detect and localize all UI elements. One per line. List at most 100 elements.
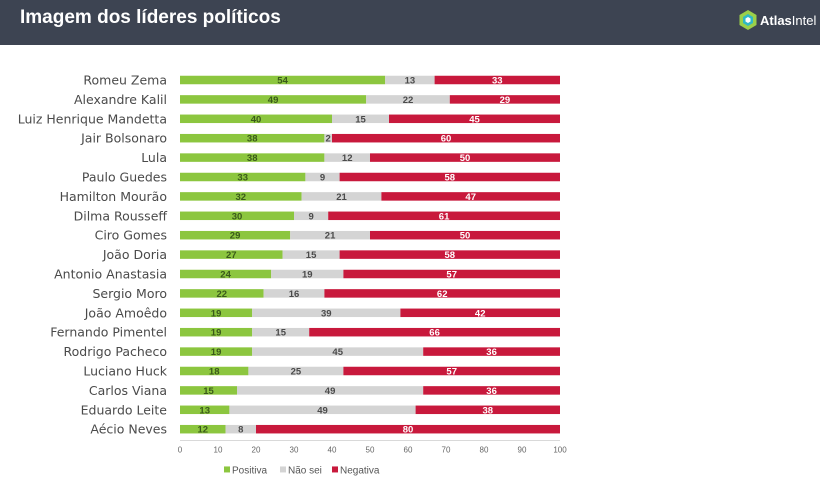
x-tick-label: 90 — [518, 445, 527, 454]
category-label: Alexandre Kalil — [74, 92, 167, 107]
data-label: 50 — [460, 153, 471, 164]
category-label: Lula — [141, 150, 167, 165]
data-label: 25 — [291, 367, 302, 378]
data-label: 38 — [483, 405, 494, 416]
bar-segment — [415, 405, 560, 415]
data-label: 27 — [226, 250, 237, 261]
data-label: 49 — [317, 405, 328, 416]
data-label: 22 — [217, 289, 228, 300]
bar-segment — [370, 230, 560, 240]
data-label: 18 — [209, 367, 220, 378]
legend-label: Positiva — [232, 465, 267, 476]
data-label: 19 — [211, 308, 222, 319]
bar-segment — [180, 366, 249, 376]
data-label: 49 — [325, 386, 336, 397]
logo-text: AtlasIntel — [760, 13, 816, 28]
data-label: 24 — [220, 270, 231, 281]
data-label: 12 — [198, 425, 209, 436]
bar-segment — [400, 308, 560, 318]
bar-segment — [252, 308, 401, 318]
data-label: 33 — [492, 76, 503, 87]
header-bar: Imagem dos líderes políticos AtlasIntel — [0, 0, 820, 45]
data-label: 21 — [325, 231, 336, 242]
bar-segment — [434, 75, 560, 85]
category-label: Jair Bolsonaro — [80, 131, 167, 146]
bar-segment — [324, 289, 560, 298]
bar-segment — [180, 114, 332, 124]
bar-segment — [423, 386, 560, 395]
bar-segment — [180, 289, 264, 298]
data-label: 38 — [247, 153, 258, 164]
bar-segment — [423, 347, 560, 356]
bar-segment — [180, 153, 325, 162]
data-label: 50 — [460, 231, 471, 242]
data-label: 42 — [475, 308, 486, 319]
data-label: 15 — [275, 328, 286, 339]
bar-segment — [180, 269, 272, 279]
bar-segment — [339, 250, 560, 259]
data-label: 61 — [439, 211, 450, 222]
bar-segment — [324, 153, 370, 162]
category-label: Antonio Anastasia — [54, 267, 167, 282]
category-label: Eduardo Leite — [81, 402, 168, 417]
data-label: 29 — [230, 231, 241, 242]
x-tick-label: 60 — [404, 445, 413, 454]
x-tick-label: 30 — [290, 445, 299, 454]
bar-segment — [180, 230, 291, 240]
data-label: 15 — [203, 386, 214, 397]
bar-segment — [237, 386, 424, 395]
data-label: 57 — [446, 367, 457, 378]
data-label: 45 — [332, 347, 343, 358]
data-label: 19 — [211, 347, 222, 358]
data-label: 21 — [336, 192, 347, 203]
legend-label: Não sei — [288, 465, 322, 476]
data-label: 33 — [237, 173, 248, 184]
data-label: 62 — [437, 289, 448, 300]
data-label: 29 — [500, 95, 511, 106]
bar-segment — [271, 269, 344, 279]
category-label: Luciano Huck — [83, 364, 167, 379]
atlas-logo-icon — [739, 10, 757, 30]
x-tick-label: 0 — [178, 445, 183, 454]
bar-segment — [252, 347, 424, 356]
bar-segment — [309, 327, 560, 337]
bar-segment — [370, 153, 560, 162]
data-label: 8 — [238, 425, 243, 436]
bar-segment — [180, 386, 237, 395]
logo-text-atlas: Atlas — [760, 13, 792, 28]
x-tick-label: 10 — [214, 445, 223, 454]
page-title: Imagem dos líderes políticos — [20, 7, 281, 28]
x-tick-label: 50 — [366, 445, 375, 454]
bar-segment — [180, 133, 325, 143]
data-label: 66 — [429, 328, 440, 339]
data-label: 22 — [403, 95, 414, 106]
x-tick-label: 100 — [553, 445, 567, 454]
category-label: Sergio Moro — [92, 286, 167, 301]
x-tick-label: 40 — [328, 445, 337, 454]
data-label: 15 — [306, 250, 317, 261]
bar-segment — [389, 114, 560, 124]
legend-swatch — [224, 466, 230, 473]
category-label: Dilma Rousseff — [74, 208, 168, 223]
data-label: 40 — [251, 114, 262, 125]
data-label: 19 — [211, 328, 222, 339]
data-label: 49 — [268, 95, 279, 106]
category-label: Rodrigo Pacheco — [63, 344, 167, 359]
data-label: 2 — [326, 134, 331, 145]
bar-segment — [180, 95, 367, 104]
x-tick-label: 20 — [252, 445, 261, 454]
bar-segment — [252, 327, 310, 337]
category-label: Paulo Guedes — [82, 170, 167, 185]
legend-label: Negativa — [340, 465, 380, 476]
atlasintel-logo: AtlasIntel — [738, 9, 816, 35]
bar-segment — [256, 424, 560, 434]
data-label: 60 — [441, 134, 452, 145]
bar-segment — [366, 95, 450, 104]
bar-segment — [282, 250, 340, 259]
bar-segment — [343, 366, 560, 376]
data-label: 58 — [445, 250, 456, 261]
category-label: Hamilton Mourão — [60, 189, 167, 204]
bar-segment — [225, 424, 256, 434]
bar-segment — [263, 289, 325, 298]
